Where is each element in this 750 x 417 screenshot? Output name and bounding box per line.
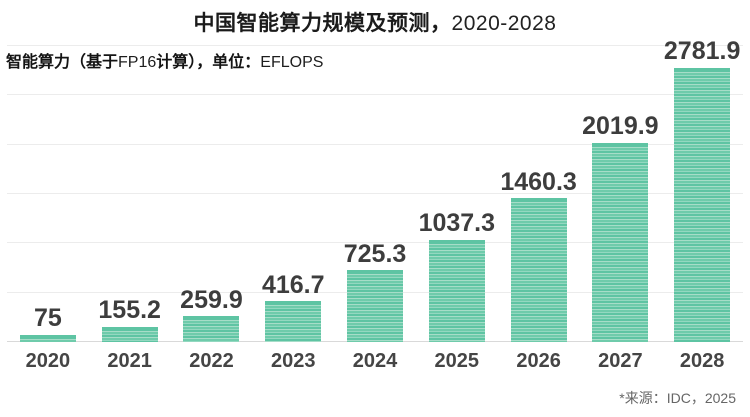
value-label-2026: 1460.3	[500, 167, 577, 196]
bar-column-2020: 75	[7, 305, 89, 342]
value-label-2028: 2781.9	[663, 37, 741, 66]
bar-2025	[428, 239, 485, 342]
bar-column-2025: 1037.3	[416, 210, 498, 342]
chart-title-cn: 中国智能算力规模及预测，	[193, 12, 452, 35]
gridline-3000	[7, 45, 743, 46]
value-label-2022: 259.9	[180, 286, 243, 315]
bars-row: 75 155.2 259.9 416.7 725.3 1037.3 1460.3 2019.9…	[7, 38, 743, 342]
x-axis-labels: 2020 2021 2022 2023 2024 2025 2026 2027 2028	[7, 350, 743, 373]
gridline-1500	[7, 193, 743, 194]
chart-title: 中国智能算力规模及预测，2020-2028	[0, 7, 750, 37]
subtitle-part-3: 计算），单位：	[156, 54, 261, 71]
value-label-2020: 75	[33, 304, 62, 333]
chart-subtitle: 智能算力（基于FP16计算），单位：EFLOPS	[6, 48, 323, 72]
year-label-2024: 2024	[352, 350, 398, 372]
value-label-2025: 1037.3	[418, 209, 496, 238]
subtitle-part-unit: EFLOPS	[260, 54, 324, 71]
bar-column-2028: 2781.9	[661, 38, 743, 342]
year-label-2025: 2025	[434, 350, 480, 372]
year-label-2023: 2023	[270, 350, 316, 372]
value-label-2023: 416.7	[261, 270, 325, 299]
year-label-2026: 2026	[516, 350, 561, 372]
bar-2028	[674, 67, 731, 342]
year-label-2020: 2020	[25, 350, 71, 372]
bar-2020	[19, 334, 76, 342]
year-label-2022: 2022	[189, 350, 234, 372]
bar-2027	[592, 142, 649, 342]
chart-title-years: 2020-2028	[451, 12, 557, 35]
bar-column-2026: 1460.3	[498, 167, 580, 342]
value-label-2024: 725.3	[343, 240, 407, 269]
bar-column-2021: 155.2	[89, 297, 171, 342]
year-label-2021: 2021	[107, 350, 152, 372]
gridline-1000	[7, 242, 743, 244]
value-label-2021: 155.2	[98, 296, 161, 325]
plot-area: 75 155.2 259.9 416.7 725.3 1037.3 1460.3 2019.9…	[7, 38, 743, 342]
bar-2023	[265, 300, 322, 342]
value-label-2027: 2019.9	[582, 112, 659, 141]
year-label-2028: 2028	[679, 350, 725, 372]
subtitle-part-1: 智能算力（基于	[6, 54, 119, 71]
gridline-2500	[7, 94, 743, 96]
bar-2022	[183, 316, 240, 342]
bar-column-2027: 2019.9	[579, 113, 661, 342]
source-note: *来源：IDC，2025	[619, 390, 736, 406]
bar-2026	[510, 197, 567, 342]
bar-column-2022: 259.9	[171, 287, 253, 342]
bar-2021	[101, 326, 158, 342]
subtitle-part-fp16: FP16	[118, 54, 157, 71]
bar-column-2024: 725.3	[334, 241, 416, 342]
bar-column-2023: 416.7	[252, 270, 334, 342]
bar-2024	[347, 270, 404, 342]
gridline-2000	[7, 143, 743, 145]
year-label-2027: 2027	[598, 350, 643, 372]
